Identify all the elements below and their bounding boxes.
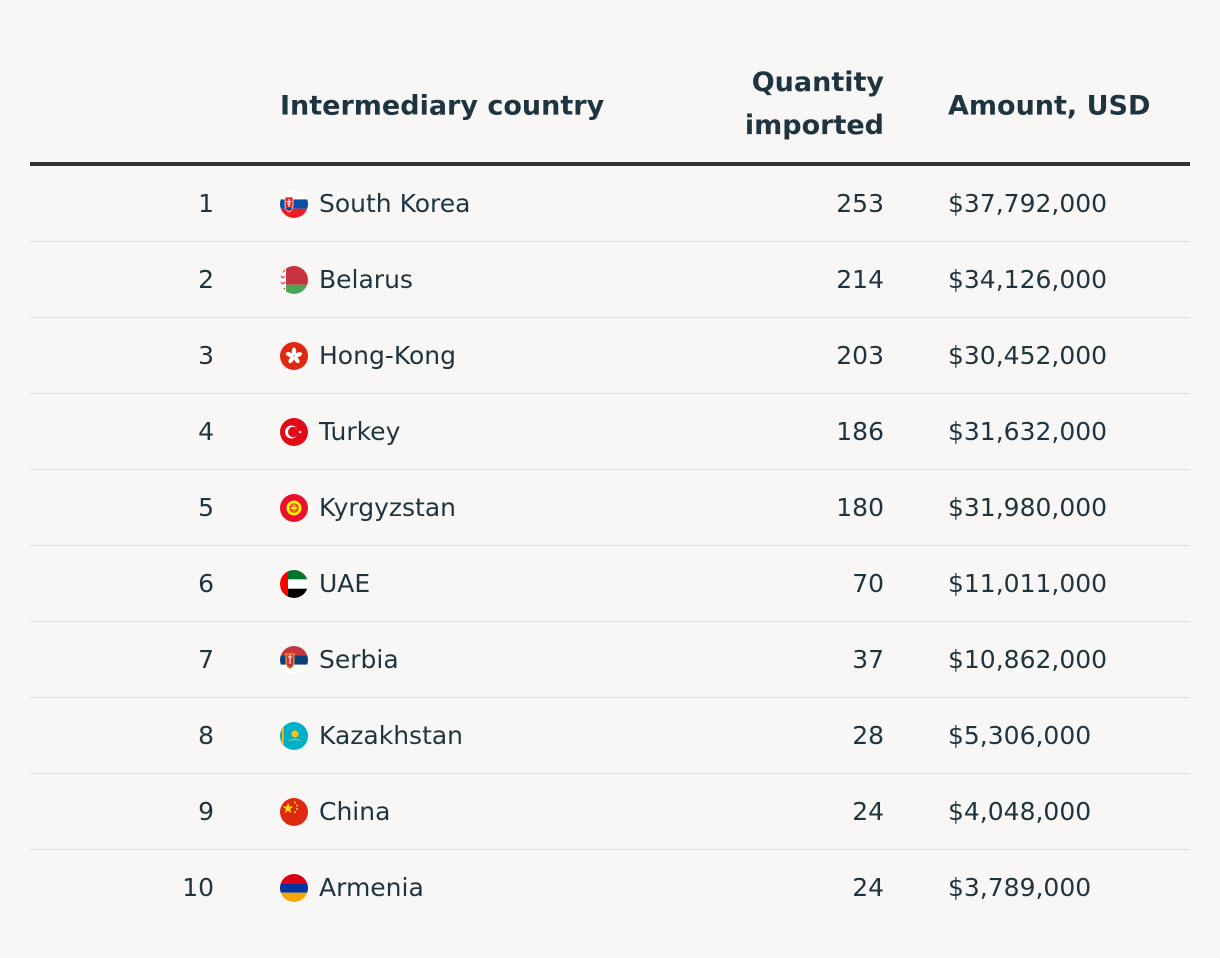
serbia-flag-icon bbox=[280, 645, 308, 674]
table-body: 1 South Korea 253 $37,792,000 2 Belarus 214 $34… bbox=[30, 166, 1190, 926]
quantity-cell: 24 bbox=[852, 873, 884, 902]
country-cell: Armenia bbox=[280, 850, 424, 925]
quantity-cell: 253 bbox=[836, 189, 884, 218]
rank-cell: 5 bbox=[198, 493, 214, 522]
country-name: Belarus bbox=[319, 265, 413, 294]
rank-cell: 4 bbox=[198, 417, 214, 446]
armenia-flag-icon bbox=[280, 873, 308, 902]
quantity-cell: 28 bbox=[852, 721, 884, 750]
import-table: Intermediary country Quantity imported A… bbox=[30, 0, 1190, 926]
rank-cell: 9 bbox=[198, 797, 214, 826]
uae-flag-icon bbox=[280, 569, 308, 598]
rank-cell: 3 bbox=[198, 341, 214, 370]
quantity-cell: 37 bbox=[852, 645, 884, 674]
country-cell: Kyrgyzstan bbox=[280, 470, 456, 545]
country-name: China bbox=[319, 797, 391, 826]
country-name: Kyrgyzstan bbox=[319, 493, 456, 522]
table-row: 8 Kazakhstan 28 $5,306,000 bbox=[30, 698, 1190, 774]
amount-cell: $4,048,000 bbox=[948, 797, 1092, 826]
table-row: 6 UAE 70 $11,011,000 bbox=[30, 546, 1190, 622]
quantity-cell: 24 bbox=[852, 797, 884, 826]
table-row: 5 Kyrgyzstan 180 $31,980,000 bbox=[30, 470, 1190, 546]
country-name: Hong-Kong bbox=[319, 341, 456, 370]
quantity-cell: 214 bbox=[836, 265, 884, 294]
amount-cell: $30,452,000 bbox=[948, 341, 1108, 370]
amount-cell: $10,862,000 bbox=[948, 645, 1108, 674]
table-row: 4 Turkey 186 $31,632,000 bbox=[30, 394, 1190, 470]
kazakhstan-flag-icon bbox=[280, 721, 308, 750]
china-flag-icon bbox=[280, 797, 308, 826]
table-row: 2 Belarus 214 $34,126,000 bbox=[30, 242, 1190, 318]
table-row: 10 Armenia 24 $3,789,000 bbox=[30, 850, 1190, 926]
rank-cell: 2 bbox=[198, 265, 214, 294]
rank-cell: 8 bbox=[198, 721, 214, 750]
rank-cell: 10 bbox=[182, 873, 214, 902]
table-row: 9 China 24 $4,048,000 bbox=[30, 774, 1190, 850]
country-name: Kazakhstan bbox=[319, 721, 464, 750]
quantity-cell: 186 bbox=[836, 417, 884, 446]
country-cell: Turkey bbox=[280, 394, 400, 469]
country-cell: Hong-Kong bbox=[280, 318, 456, 393]
amount-cell: $5,306,000 bbox=[948, 721, 1092, 750]
country-name: Armenia bbox=[319, 873, 424, 902]
quantity-cell: 70 bbox=[852, 569, 884, 598]
table-row: 1 South Korea 253 $37,792,000 bbox=[30, 166, 1190, 242]
belarus-flag-icon bbox=[280, 265, 308, 294]
country-name: South Korea bbox=[319, 189, 471, 218]
hong-kong-flag-icon bbox=[280, 341, 308, 370]
rank-cell: 6 bbox=[198, 569, 214, 598]
turkey-flag-icon bbox=[280, 417, 308, 446]
kyrgyzstan-flag-icon bbox=[280, 493, 308, 522]
header-country: Intermediary country bbox=[280, 90, 605, 122]
amount-cell: $37,792,000 bbox=[948, 189, 1108, 218]
quantity-cell: 203 bbox=[836, 341, 884, 370]
country-name: Turkey bbox=[319, 417, 401, 446]
country-cell: UAE bbox=[280, 546, 370, 621]
table-row: 3 Hong-Kong 203 $30,452,000 bbox=[30, 318, 1190, 394]
country-cell: South Korea bbox=[280, 166, 470, 241]
table-row: 7 Serbia 37 $10,862,000 bbox=[30, 622, 1190, 698]
header-quantity-line1: Quantity bbox=[751, 67, 884, 98]
amount-cell: $34,126,000 bbox=[948, 265, 1108, 294]
amount-cell: $31,980,000 bbox=[948, 493, 1108, 522]
country-cell: Serbia bbox=[280, 622, 399, 697]
country-cell: Kazakhstan bbox=[280, 698, 463, 773]
amount-cell: $3,789,000 bbox=[948, 873, 1092, 902]
country-cell: Belarus bbox=[280, 242, 413, 317]
country-cell: China bbox=[280, 774, 390, 849]
rank-cell: 1 bbox=[198, 189, 214, 218]
table-header: Intermediary country Quantity imported A… bbox=[30, 0, 1190, 166]
country-name: Serbia bbox=[319, 645, 399, 674]
quantity-cell: 180 bbox=[836, 493, 884, 522]
slovakia-flag-icon bbox=[280, 189, 308, 218]
header-quantity: Quantity imported bbox=[745, 61, 884, 147]
country-name: UAE bbox=[319, 569, 371, 598]
header-amount: Amount, USD bbox=[948, 90, 1151, 122]
amount-cell: $11,011,000 bbox=[948, 569, 1108, 598]
rank-cell: 7 bbox=[198, 645, 214, 674]
amount-cell: $31,632,000 bbox=[948, 417, 1108, 446]
header-quantity-line2: imported bbox=[744, 110, 884, 141]
